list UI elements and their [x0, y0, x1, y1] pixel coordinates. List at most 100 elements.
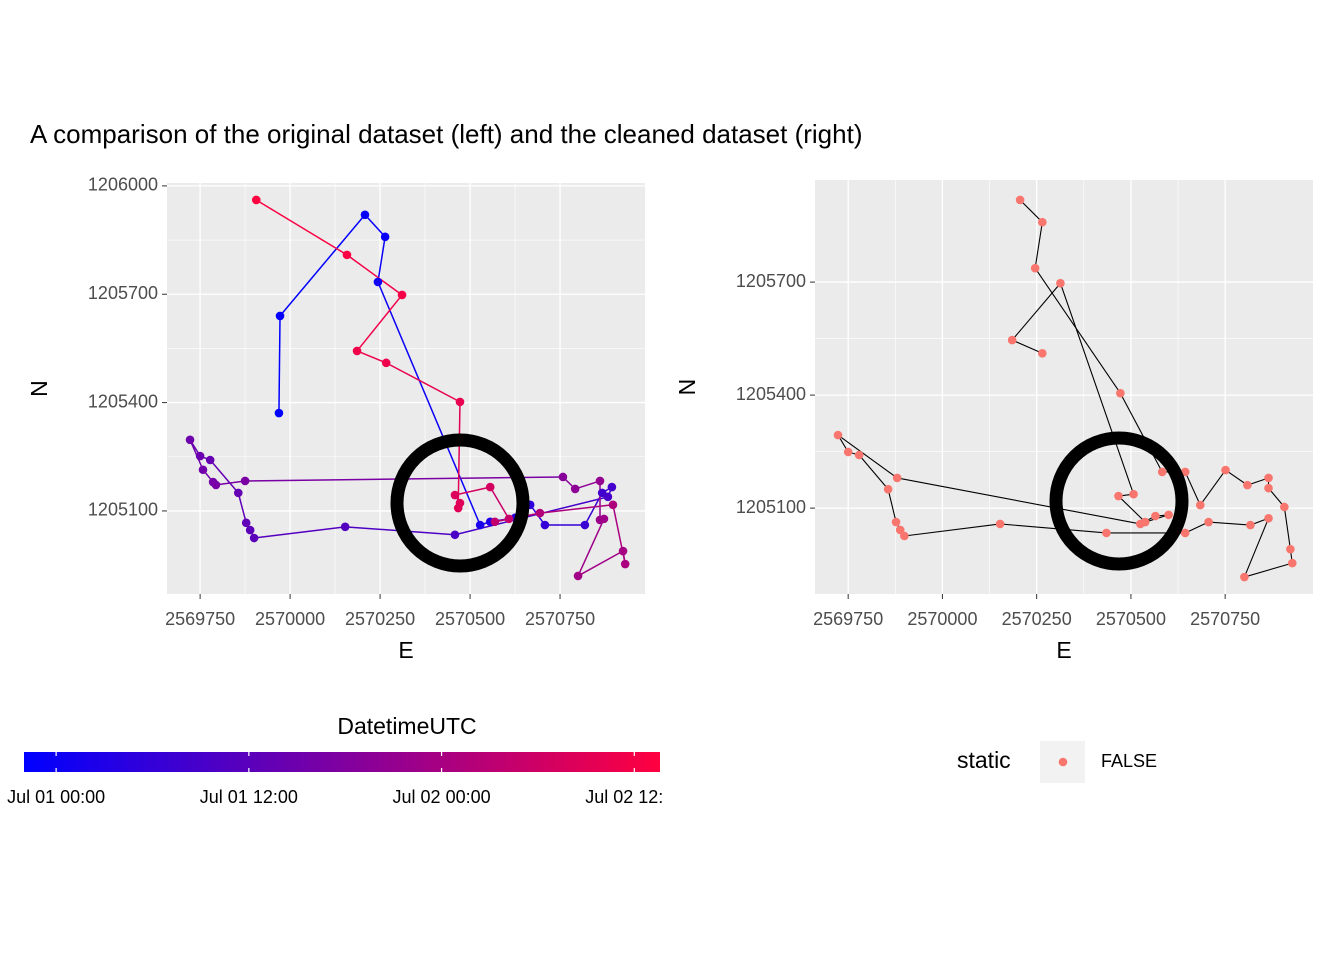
- annotation-circle: [390, 433, 530, 573]
- path-segment: [897, 477, 1141, 525]
- x-tick-label: 2570750: [525, 609, 595, 629]
- point: [540, 520, 550, 530]
- point: [535, 508, 545, 518]
- point: [1038, 348, 1047, 358]
- colorbar-labels: Jul 01 00:00 Jul 01 12:00 Jul 02 00:00 Jul …: [7, 787, 662, 807]
- point: [1116, 388, 1125, 398]
- point: [580, 520, 590, 530]
- path-segment: [364, 214, 386, 238]
- y-tick-label: 1205400: [736, 384, 806, 404]
- point: [558, 472, 568, 482]
- point: [607, 482, 617, 492]
- point: [249, 533, 259, 543]
- point: [504, 514, 514, 524]
- y-axis-title: N: [674, 379, 700, 396]
- x-tick-label: 2570750: [1190, 609, 1260, 629]
- point: [1264, 513, 1273, 523]
- point: [1038, 217, 1047, 227]
- point: [900, 531, 909, 541]
- point: [275, 311, 285, 321]
- path-segment: [1283, 506, 1291, 550]
- path-segment: [1184, 471, 1201, 506]
- path-segment: [278, 315, 281, 414]
- path-segment: [377, 236, 386, 283]
- point: [1280, 502, 1289, 512]
- point: [883, 484, 893, 494]
- y-axis-title: N: [26, 380, 52, 397]
- legend-title: static: [957, 747, 1011, 773]
- colorbar-label: Jul 01 12:00: [200, 787, 298, 807]
- point: [453, 503, 463, 513]
- path-segment: [457, 401, 461, 509]
- legend-label: FALSE: [1101, 751, 1157, 771]
- point: [570, 484, 580, 494]
- point: [1221, 465, 1230, 475]
- point: [1129, 489, 1138, 499]
- path-segment: [346, 254, 403, 296]
- point: [1243, 480, 1252, 490]
- point: [205, 455, 215, 465]
- point: [195, 451, 205, 461]
- x-tick-label: 2570000: [907, 609, 977, 629]
- point: [274, 408, 284, 418]
- path-segment: [1199, 469, 1226, 506]
- path-segment: [1243, 518, 1270, 578]
- point: [1180, 528, 1190, 538]
- point: [608, 500, 618, 510]
- path-segment: [887, 489, 897, 523]
- path-segment: [489, 486, 510, 520]
- point: [603, 492, 613, 502]
- point: [1030, 263, 1040, 273]
- y-tick-label: 1205100: [88, 500, 158, 520]
- path-segment: [858, 454, 889, 490]
- point: [233, 488, 243, 498]
- path-segment: [539, 504, 614, 514]
- point: [1287, 558, 1297, 568]
- point: [450, 490, 460, 500]
- point: [1246, 520, 1255, 530]
- x-tick-label: 2570250: [1002, 609, 1072, 629]
- path-segment: [1034, 267, 1121, 394]
- point: [381, 358, 391, 368]
- path-segment: [255, 199, 348, 256]
- point: [1102, 528, 1111, 538]
- chart-title: A comparison of the original dataset (le…: [30, 119, 862, 149]
- point: [1157, 467, 1167, 477]
- point: [240, 476, 250, 486]
- point: [1286, 544, 1295, 554]
- point: [380, 232, 390, 242]
- point: [1140, 517, 1150, 527]
- colorbar-label: Jul 02 00:00: [393, 787, 491, 807]
- path-segment: [356, 294, 403, 352]
- y-tick-label: 1205700: [88, 283, 158, 303]
- point: [854, 450, 864, 460]
- point: [373, 277, 383, 287]
- x-tick-label: 2569750: [165, 609, 235, 629]
- point: [490, 517, 500, 527]
- path-segment: [1208, 521, 1251, 526]
- point: [618, 546, 628, 556]
- point: [1195, 500, 1205, 510]
- point: [1007, 335, 1017, 345]
- path-segment: [1118, 495, 1146, 523]
- point: [352, 346, 362, 356]
- annotation-circle: [1049, 431, 1189, 571]
- path-segment: [1119, 392, 1163, 473]
- point: [833, 430, 843, 440]
- path-segment: [385, 362, 461, 403]
- y-tick-label: 1205400: [88, 391, 158, 411]
- point: [340, 522, 350, 532]
- x-tick-label: 2570250: [345, 609, 415, 629]
- point: [843, 447, 853, 457]
- x-tick-label: 2569750: [813, 609, 883, 629]
- path-segment: [237, 492, 247, 524]
- path-segment: [377, 281, 481, 526]
- legend-title: DatetimeUTC: [337, 713, 476, 739]
- path-segment: [1225, 469, 1248, 486]
- point: [475, 520, 485, 530]
- point: [360, 210, 370, 220]
- point: [342, 250, 352, 260]
- colorbar-label: Jul 01 00:00: [7, 787, 105, 807]
- point: [1151, 511, 1160, 521]
